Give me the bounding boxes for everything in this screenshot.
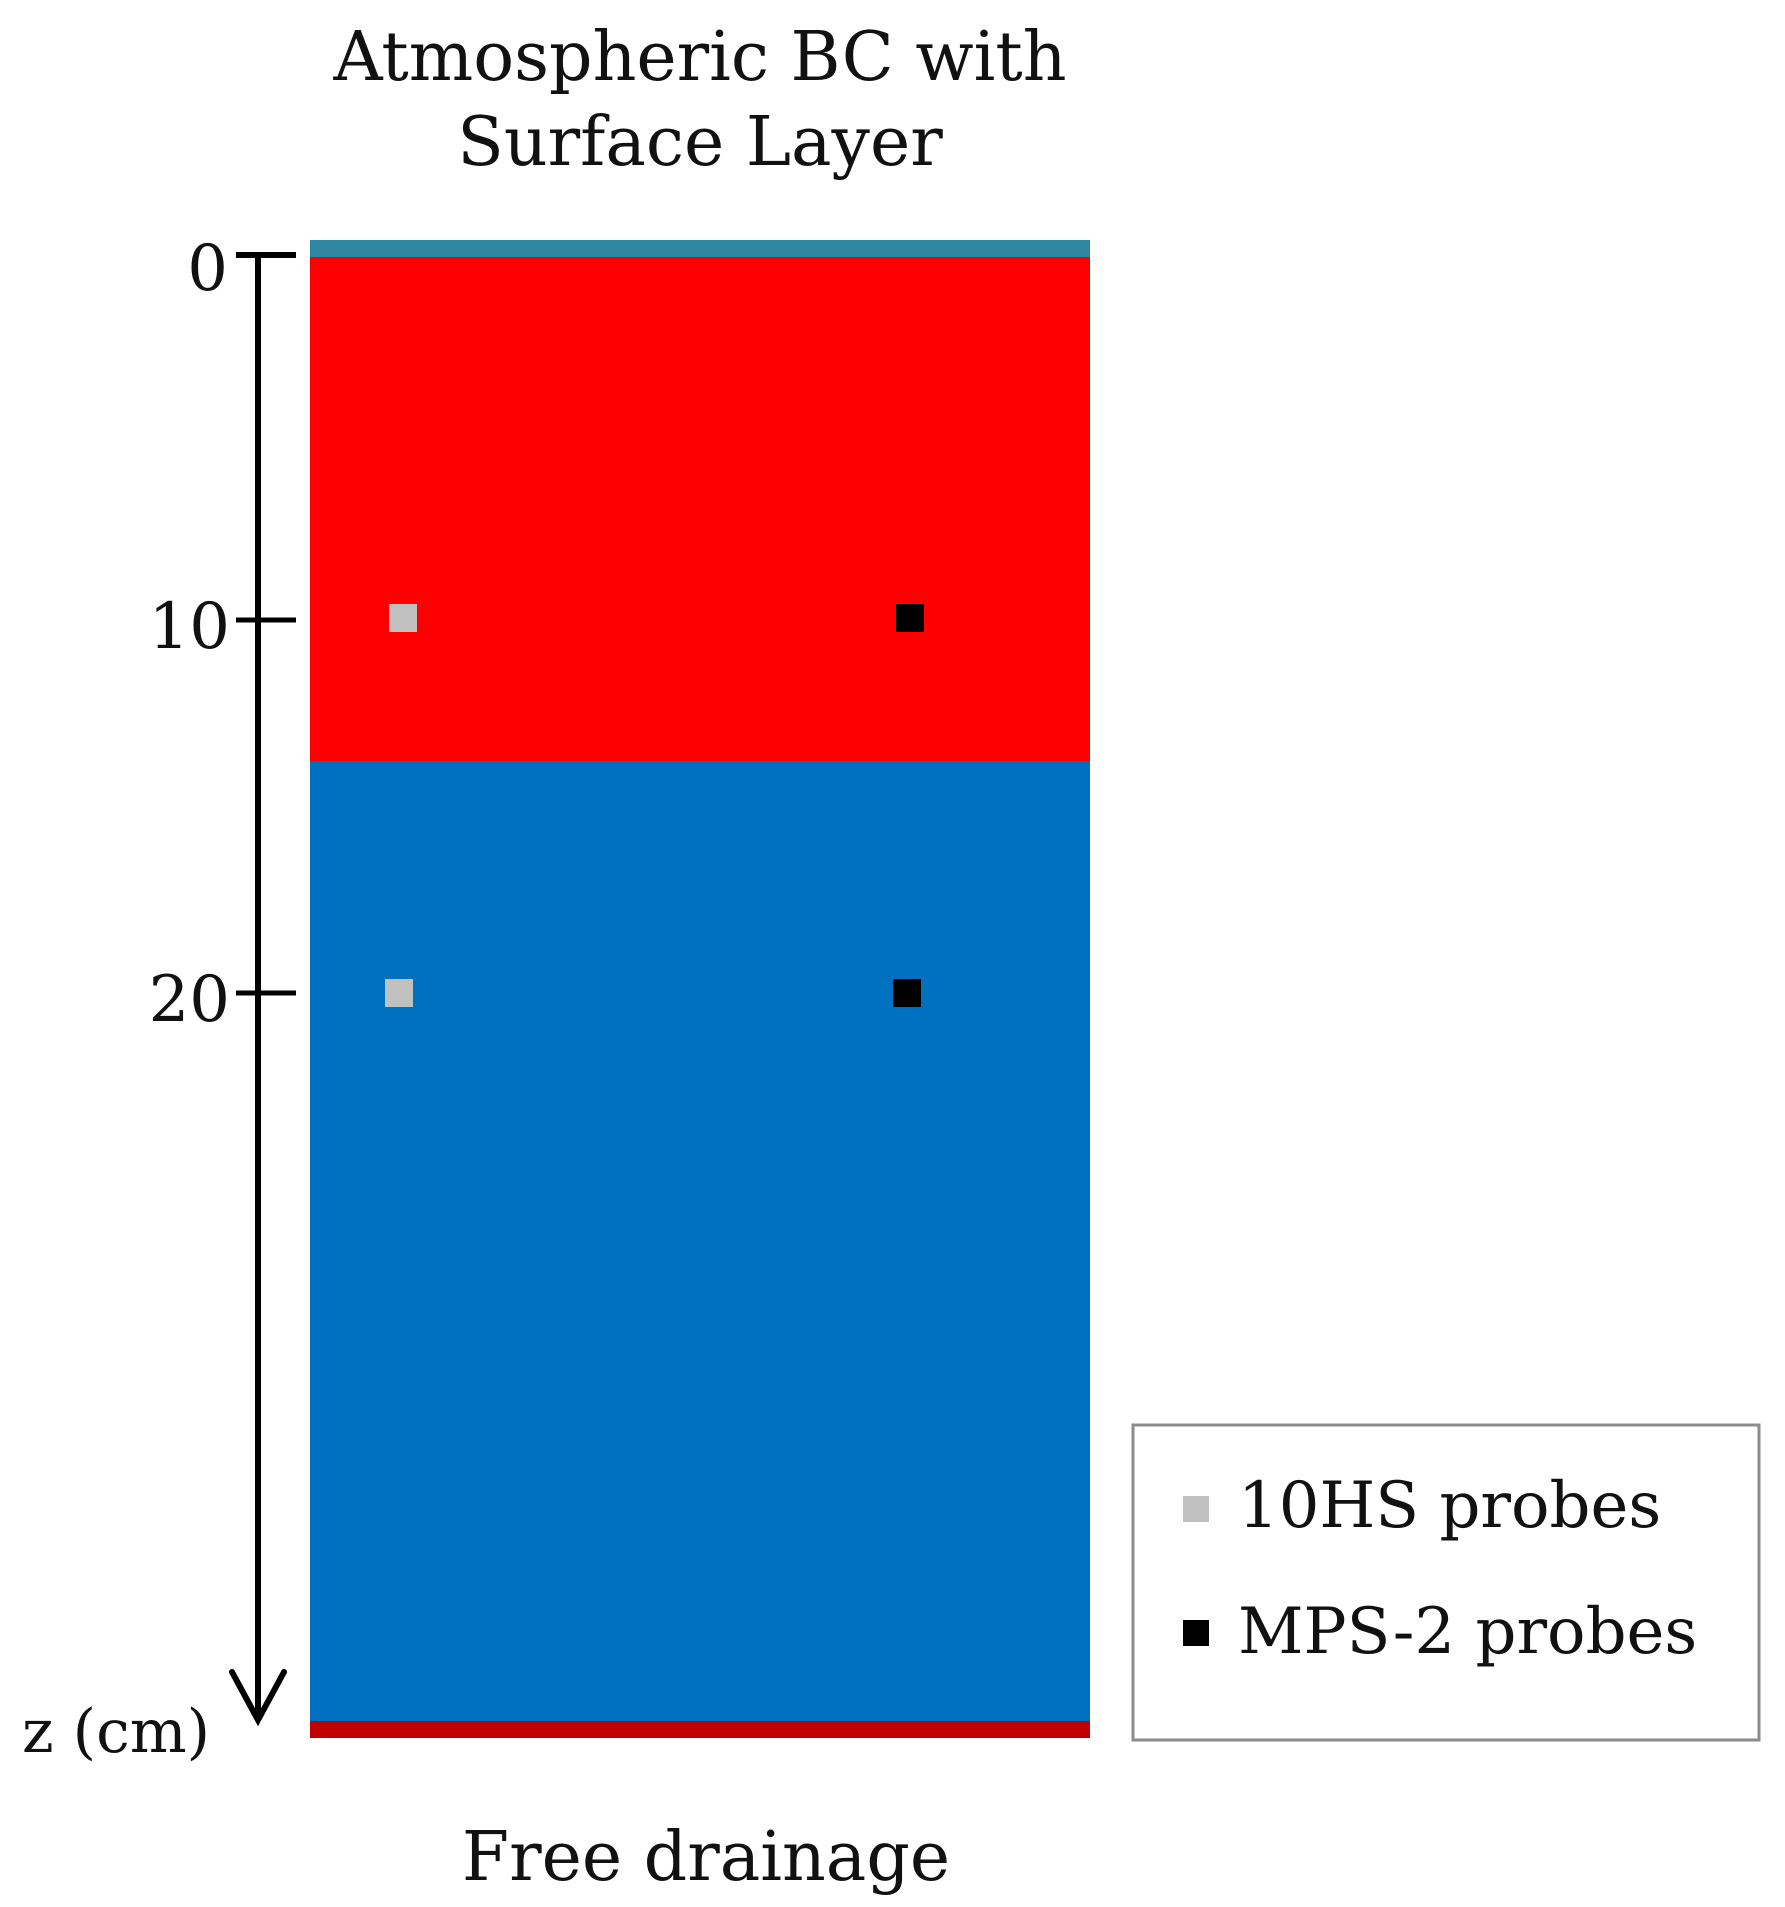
legend-label-10hs: 10HS probes — [1238, 1469, 1661, 1543]
legend-marker-10hs — [1183, 1496, 1209, 1522]
title-line-1: Atmospheric BC with — [332, 18, 1066, 97]
lower-soil-layer — [310, 761, 1090, 1721]
probe-10hs-upper — [389, 604, 417, 632]
probe-10hs-lower — [385, 979, 413, 1007]
upper-soil-layer — [310, 257, 1090, 761]
bottom-boundary-label: Free drainage — [462, 1818, 950, 1897]
surface-layer — [310, 240, 1090, 257]
title-line-2: Surface Layer — [457, 103, 943, 182]
tick-label-20: 20 — [149, 963, 230, 1037]
depth-axis-arrow-head — [229, 1669, 287, 1727]
probe-mps2-upper — [896, 604, 924, 632]
legend: 10HS probes MPS-2 probes — [1131, 1423, 1761, 1742]
bottom-boundary-layer — [310, 1721, 1090, 1738]
tick-label-0: 0 — [187, 232, 228, 306]
legend-marker-mps2 — [1183, 1620, 1209, 1646]
depth-axis-label: z (cm) — [22, 1697, 210, 1767]
tick-label-10: 10 — [149, 590, 230, 664]
probe-mps2-lower — [893, 979, 921, 1007]
legend-box — [1131, 1423, 1761, 1742]
legend-label-mps2: MPS-2 probes — [1238, 1595, 1697, 1669]
